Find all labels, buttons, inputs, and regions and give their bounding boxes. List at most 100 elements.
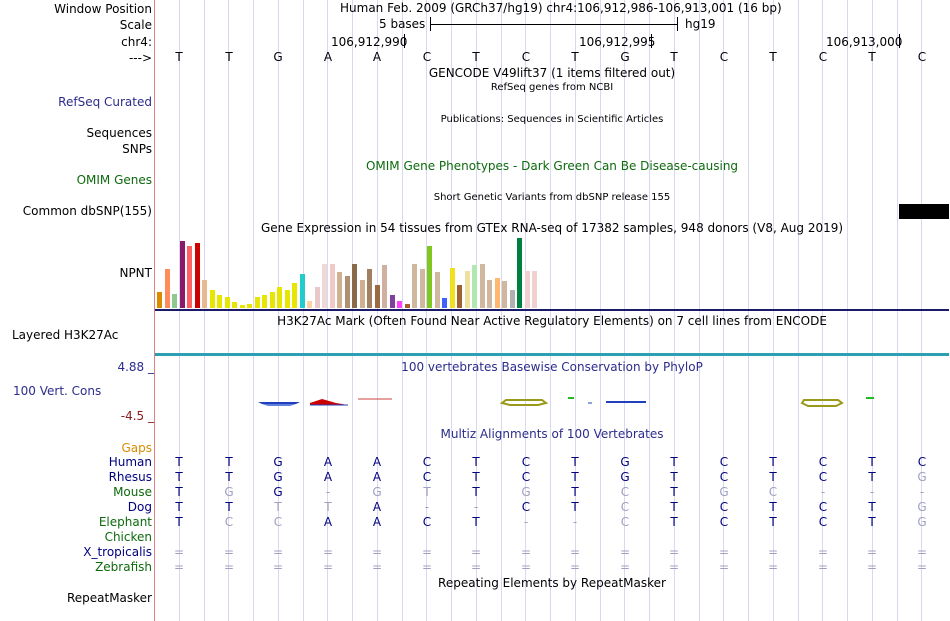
gtex-track-title[interactable]: Gene Expression in 54 tissues from GTEx …	[260, 221, 844, 235]
base-letter: T	[571, 50, 579, 64]
gtex-tissue-bar[interactable]	[397, 301, 402, 308]
gtex-tissue-bar[interactable]	[442, 298, 447, 308]
gtex-tissue-bar[interactable]	[345, 276, 350, 308]
aligned-base: C	[719, 455, 729, 469]
dbsnp-label[interactable]: Common dbSNP(155)	[22, 204, 152, 218]
gtex-tissue-bar[interactable]	[307, 301, 312, 308]
aligned-base: C	[620, 485, 630, 499]
species-label[interactable]: Elephant	[98, 515, 152, 529]
gtex-tissue-bar[interactable]	[427, 246, 432, 308]
gtex-tissue-bar[interactable]	[315, 287, 320, 308]
gtex-tissue-bar[interactable]	[472, 265, 477, 308]
gtex-tissue-bar[interactable]	[367, 269, 372, 308]
species-label[interactable]: Chicken	[104, 530, 152, 544]
gtex-tissue-bar[interactable]	[270, 292, 275, 308]
gtex-tissue-bar[interactable]	[420, 269, 425, 308]
h3k27ac-label[interactable]: Layered H3K27Ac	[12, 328, 119, 342]
gtex-tissue-bar[interactable]	[157, 292, 162, 308]
gtex-tissue-bar[interactable]	[240, 305, 245, 308]
omim-label[interactable]: OMIM Genes	[76, 173, 152, 187]
gtex-tissue-bar[interactable]	[172, 294, 177, 308]
gtex-tissue-bar[interactable]	[330, 264, 335, 308]
aligned-base: T	[868, 470, 876, 484]
h3k27ac-signal[interactable]	[155, 353, 949, 356]
gtex-tissue-bar[interactable]	[300, 274, 305, 308]
multiz-track-title[interactable]: Multiz Alignments of 100 Vertebrates	[440, 427, 664, 441]
gtex-tissue-bar[interactable]	[382, 265, 387, 308]
gtex-tissue-bar[interactable]	[502, 281, 507, 308]
dbsnp-feature[interactable]	[899, 204, 949, 219]
species-label[interactable]: Zebrafish	[95, 560, 152, 574]
gtex-tissue-bar[interactable]	[232, 302, 237, 308]
gencode-track-title[interactable]: GENCODE V49lift37 (1 items filtered out)	[428, 66, 676, 80]
refseq-track-title[interactable]: RefSeq genes from NCBI	[490, 82, 614, 93]
gtex-tissue-bar[interactable]	[405, 304, 410, 308]
gtex-tissue-bar[interactable]	[495, 278, 500, 308]
gtex-tissue-bar[interactable]	[375, 285, 380, 308]
aligned-base: C	[422, 470, 432, 484]
aligned-base: =	[322, 560, 334, 574]
gtex-tissue-bar[interactable]	[457, 285, 462, 308]
gtex-tissue-bar[interactable]	[202, 280, 207, 308]
aligned-base: C	[768, 485, 778, 499]
species-label[interactable]: X_tropicalis	[83, 545, 152, 559]
gtex-tissue-bar[interactable]	[247, 304, 252, 308]
species-label[interactable]: Rhesus	[108, 470, 152, 484]
phylop-label[interactable]: 100 Vert. Cons	[13, 384, 102, 398]
aligned-base: G	[273, 470, 283, 484]
gtex-tissue-bar[interactable]	[487, 280, 492, 308]
omim-track-title[interactable]: OMIM Gene Phenotypes - Dark Green Can Be…	[365, 159, 739, 173]
gtex-tissue-bar[interactable]	[225, 297, 230, 308]
gtex-tissue-bar[interactable]	[465, 271, 470, 308]
gtex-tissue-bar[interactable]	[262, 295, 267, 308]
aligned-base: C	[818, 500, 828, 514]
gtex-tissue-bar[interactable]	[510, 290, 515, 308]
aligned-base: T	[175, 515, 183, 529]
dbsnp-track-title[interactable]: Short Genetic Variants from dbSNP releas…	[433, 192, 671, 203]
species-label[interactable]: Human	[108, 455, 152, 469]
species-label[interactable]: Mouse	[113, 485, 152, 499]
gtex-tissue-bar[interactable]	[217, 295, 222, 308]
base-letter: A	[372, 50, 382, 64]
gtex-tissue-bar[interactable]	[165, 269, 170, 308]
gtex-tissue-bar[interactable]	[360, 280, 365, 308]
repeatmasker-label[interactable]: RepeatMasker	[66, 591, 152, 605]
gtex-tissue-bar[interactable]	[480, 264, 485, 308]
gtex-tissue-bar[interactable]	[352, 264, 357, 308]
base-letter: T	[769, 50, 777, 64]
base-letter: G	[620, 50, 630, 64]
gtex-tissue-bar[interactable]	[390, 295, 395, 308]
gtex-tissue-bar[interactable]	[285, 290, 290, 308]
gtex-tissue-bar[interactable]	[255, 297, 260, 308]
gtex-tissue-bar[interactable]	[277, 287, 282, 308]
gtex-tissue-bar[interactable]	[187, 246, 192, 308]
gtex-tissue-bar[interactable]	[180, 241, 185, 308]
aligned-base: =	[569, 560, 581, 574]
species-label[interactable]: Dog	[127, 500, 152, 514]
gtex-gene-label[interactable]: NPNT	[119, 266, 152, 280]
snps-label[interactable]: SNPs	[122, 142, 152, 156]
gtex-tissue-bar[interactable]	[195, 243, 200, 308]
publications-track-title[interactable]: Publications: Sequences in Scientific Ar…	[440, 114, 664, 125]
refseq-label[interactable]: RefSeq Curated	[58, 95, 152, 109]
aligned-base: G	[372, 485, 382, 499]
gtex-tissue-bar[interactable]	[517, 238, 522, 308]
gtex-tissue-bar[interactable]	[435, 272, 440, 308]
gtex-tissue-bar[interactable]	[292, 283, 297, 308]
window-position-value[interactable]: Human Feb. 2009 (GRCh37/hg19) chr4:106,9…	[340, 1, 782, 15]
aligned-base: =	[866, 545, 878, 559]
gtex-tissue-bar[interactable]	[532, 271, 537, 308]
gtex-tissue-bar[interactable]	[322, 264, 327, 308]
h3k27ac-track-title[interactable]: H3K27Ac Mark (Often Found Near Active Re…	[277, 314, 827, 328]
gtex-bar-chart[interactable]	[155, 237, 555, 308]
gtex-tissue-bar[interactable]	[412, 264, 417, 308]
gtex-tissue-bar[interactable]	[210, 290, 215, 308]
gtex-tissue-bar[interactable]	[337, 272, 342, 308]
gtex-tissue-bar[interactable]	[450, 268, 455, 308]
repeatmasker-track-title[interactable]: Repeating Elements by RepeatMasker	[438, 576, 666, 590]
phylop-track-title[interactable]: 100 vertebrates Basewise Conservation by…	[401, 360, 703, 374]
sequences-label[interactable]: Sequences	[86, 126, 152, 140]
gtex-tissue-bar[interactable]	[525, 271, 530, 308]
